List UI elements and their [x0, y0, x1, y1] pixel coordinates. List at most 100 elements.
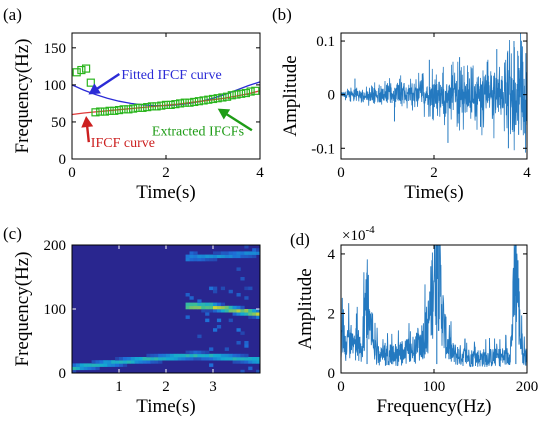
heatmap-cell: [185, 315, 190, 319]
heatmap-cell: [244, 344, 249, 348]
annotation-label: Fitted IFCF curve: [121, 68, 221, 83]
data-marker: [105, 106, 114, 115]
annotation-arrow: [85, 124, 90, 143]
heatmap-cell: [228, 309, 233, 313]
heatmap-cell: [252, 315, 257, 319]
heatmap-cell: [130, 357, 135, 361]
data-marker: [213, 94, 222, 103]
heatmap-cell: [244, 254, 249, 259]
heatmap-cell: [185, 305, 190, 310]
heatmap-cell: [248, 251, 253, 255]
heatmap-cell: [115, 360, 120, 364]
heatmap-cell: [91, 360, 96, 364]
heatmap-cell: [197, 357, 202, 361]
heatmap-cell: [224, 357, 229, 361]
annotation-arrow: [95, 72, 121, 91]
heatmap-cell: [185, 254, 190, 259]
heatmap-cell: [115, 363, 120, 367]
heatmap-cell: [228, 353, 233, 358]
heatmap-cell: [213, 254, 218, 259]
y-axis-label: Frequency(Hz): [12, 38, 33, 153]
heatmap-cell: [213, 257, 218, 262]
heatmap-cell: [83, 366, 88, 371]
heatmap-cell: [142, 357, 147, 361]
heatmap-cell: [248, 360, 253, 364]
heatmap-cell: [244, 312, 249, 316]
panel-c: 1 2 3 0 100 200 Time(s) Frequency(Hz) (c): [3, 224, 261, 417]
heatmap-cell: [209, 363, 214, 367]
heatmap-cell: [236, 309, 241, 313]
heatmap-cell: [232, 305, 237, 310]
heatmap-cell: [75, 366, 81, 371]
heatmap-cell: [146, 357, 151, 361]
heatmap-cell: [193, 254, 198, 259]
heatmap-cell: [228, 251, 233, 255]
heatmap-cell: [236, 312, 241, 316]
x-tick-label: 2: [430, 165, 438, 181]
data-marker: [72, 68, 81, 77]
data-marker: [143, 103, 152, 112]
heatmap-cell: [252, 357, 257, 361]
heatmap-cell: [181, 357, 186, 361]
data-marker: [241, 88, 250, 98]
heatmap-cell: [220, 254, 226, 259]
heatmap-cell: [236, 360, 241, 364]
x-tick-label: 0: [337, 379, 345, 395]
heatmap-cell: [220, 251, 226, 255]
heatmap-cell: [138, 357, 143, 361]
heatmap-cell: [256, 360, 260, 364]
heatmap-cell: [177, 357, 182, 361]
heatmap-cell: [236, 254, 241, 259]
heatmap-cell: [205, 318, 210, 323]
heatmap-cell: [236, 251, 241, 255]
heatmap-cell: [240, 251, 245, 255]
annotation-arrow: [224, 112, 253, 132]
heatmap-cell: [189, 357, 194, 361]
heatmap-cell: [185, 293, 190, 297]
heatmap-cell: [72, 369, 77, 373]
data-marker: [251, 86, 260, 95]
plot-area-a: [72, 64, 260, 117]
data-marker: [218, 93, 227, 102]
heatmap-cell: [154, 353, 159, 358]
axes-frame: [71, 32, 261, 160]
heatmap-cell: [197, 302, 202, 307]
heatmap-cell: [209, 347, 214, 351]
heatmap-cell: [185, 350, 190, 355]
x-tick-label: 200: [516, 379, 539, 395]
heatmap-cell: [115, 357, 120, 361]
heatmap-cell: [236, 353, 241, 358]
heatmap-cell: [240, 331, 245, 335]
y-axis-label: Amplitude: [280, 55, 301, 136]
panel-label: (a): [3, 5, 22, 24]
data-marker: [171, 100, 180, 109]
heatmap-cell: [146, 360, 151, 364]
heatmap-cell: [130, 360, 135, 364]
panel-a: 0 2 4 0 50 100 150 Time(s) Frequency(Hz) (a) Fitte…: [3, 5, 264, 203]
heatmap-cell: [244, 353, 249, 358]
panel-d: 0 100 200 0 2 4 Frequency(Hz) Amplitude (d) ×10-4: [290, 224, 539, 417]
heatmap-cell: [189, 257, 194, 262]
heatmap-cell: [166, 357, 171, 361]
heatmap-cell: [126, 360, 132, 364]
heatmap-cell: [205, 350, 210, 355]
heatmap-cell: [166, 353, 171, 358]
axes-frame: [71, 244, 261, 374]
heatmap-cell: [205, 309, 210, 313]
heatmap-cell: [252, 360, 257, 364]
heatmap-cell: [201, 305, 206, 310]
data-marker: [176, 99, 185, 108]
heatmap-cell: [252, 254, 257, 259]
data-marker: [110, 106, 119, 115]
x-tick-label: 0: [68, 165, 76, 181]
heatmap-cell: [240, 277, 245, 281]
y-tick-label: 0: [328, 366, 336, 382]
x-axis-label: Time(s): [136, 396, 195, 417]
heatmap-cell: [154, 360, 159, 364]
annotation-label: Extracted IFCFs: [152, 124, 244, 139]
heatmap-cell: [126, 357, 132, 361]
heatmap-cell: [220, 353, 226, 358]
data-marker: [147, 102, 156, 111]
heatmap-cell: [169, 357, 175, 361]
